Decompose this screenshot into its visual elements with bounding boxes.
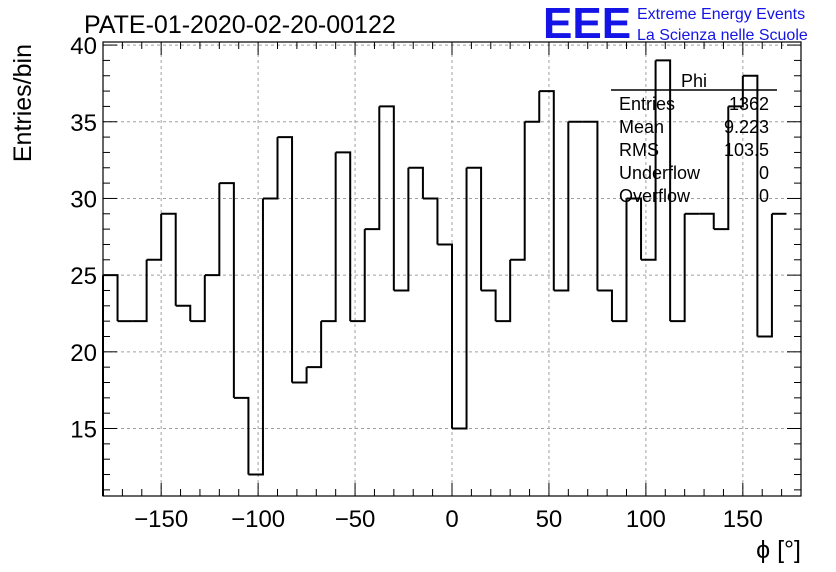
hist-bin-31	[553, 121, 570, 292]
hist-bin-27	[495, 259, 512, 323]
hist-bin-23	[437, 243, 453, 429]
stats-label-underflow: Underflow	[619, 163, 701, 183]
hist-bin-24	[452, 167, 468, 430]
hist-bin-21	[408, 166, 424, 199]
x-tick-label-4: 50	[536, 506, 563, 533]
hist-bin-28	[510, 121, 526, 261]
hist-bin-3	[146, 213, 163, 261]
axis-ticks	[102, 42, 802, 496]
hist-bin-44	[742, 74, 759, 337]
stats-value-underflow: 0	[759, 163, 769, 183]
y-tick-label-5: 40	[70, 33, 97, 60]
stats-value-overflow: 0	[759, 186, 769, 206]
x-tick-label-3: 0	[445, 506, 458, 533]
chart-title: PATE-01-2020-02-20-00122	[84, 11, 396, 39]
hist-bin-17	[350, 229, 366, 323]
stats-label-mean: Mean	[619, 117, 664, 137]
stats-value-entries: 1362	[729, 94, 769, 114]
stats-label-rms: RMS	[619, 140, 659, 160]
x-axis-label: ϕ [°]	[756, 536, 801, 564]
x-tick-label-6: 150	[723, 506, 763, 533]
hist-bin-13	[292, 367, 308, 384]
y-tick-label-0: 15	[70, 417, 97, 444]
hist-bin-5	[175, 304, 192, 322]
hist-bin-37	[641, 60, 657, 261]
hist-bin-20	[393, 167, 410, 292]
logo-line-1: Extreme Energy Events	[637, 6, 805, 23]
logo-line-2: La Scienza nelle Scuole	[637, 27, 808, 44]
eee-logo: EEE	[543, 0, 631, 48]
stats-label-overflow: Overflow	[619, 186, 691, 206]
y-axis-label: Entries/bin	[9, 44, 37, 162]
x-tick-label-1: −100	[231, 506, 285, 533]
hist-bin-34	[597, 289, 613, 322]
hist-bin-0	[103, 274, 119, 322]
hist-bin-29	[524, 91, 541, 123]
hist-bin-39	[670, 213, 686, 323]
hist-bin-19	[379, 105, 395, 291]
hist-bin-14	[306, 321, 323, 369]
hist-bin-38	[655, 59, 672, 322]
tick-labels: −150 −100 −50 0 50 100 150 15 20 25 30 35 40	[70, 33, 763, 533]
hist-bin-7	[204, 183, 221, 277]
x-tick-label-0: −150	[134, 506, 188, 533]
hist-bin-30	[539, 90, 555, 291]
hist-bin-45	[757, 213, 773, 338]
y-tick-label-3: 30	[70, 186, 97, 213]
hist-bin-36	[626, 197, 643, 260]
hist-bin-6	[190, 275, 206, 323]
stats-value-rms: 103.5	[724, 140, 769, 160]
hist-bin-26	[481, 289, 497, 322]
x-tick-label-2: −50	[335, 506, 376, 533]
hist-bin-10	[248, 198, 264, 476]
hist-bin-11	[262, 137, 279, 200]
stats-box: Phi Entries 1362 Mean 9.223 RMS 103.5 Un…	[611, 71, 777, 206]
hist-bin-41	[699, 212, 715, 230]
hist-bin-2	[132, 259, 148, 323]
stats-title: Phi	[681, 71, 707, 91]
hist-bin-12	[277, 136, 294, 383]
hist-bin-43	[728, 75, 744, 108]
hist-bin-4	[161, 212, 177, 306]
y-tick-label-1: 20	[70, 340, 97, 367]
hist-bin-25	[466, 166, 483, 291]
hist-bin-22	[422, 197, 439, 245]
hist-bin-16	[335, 151, 352, 322]
hist-bin-9	[233, 396, 250, 475]
stats-value-mean: 9.223	[724, 117, 769, 137]
hist-bin-8	[219, 182, 235, 398]
histogram	[102, 59, 787, 496]
stats-label-entries: Entries	[619, 94, 675, 114]
hist-bin-42	[713, 106, 730, 231]
hist-bin-15	[321, 152, 337, 323]
x-tick-label-5: 100	[626, 506, 666, 533]
y-tick-label-2: 25	[70, 263, 97, 290]
hist-bin-33	[582, 120, 599, 291]
y-tick-label-4: 35	[70, 110, 97, 137]
hist-bin-18	[364, 106, 381, 231]
hist-bin-35	[611, 198, 628, 323]
